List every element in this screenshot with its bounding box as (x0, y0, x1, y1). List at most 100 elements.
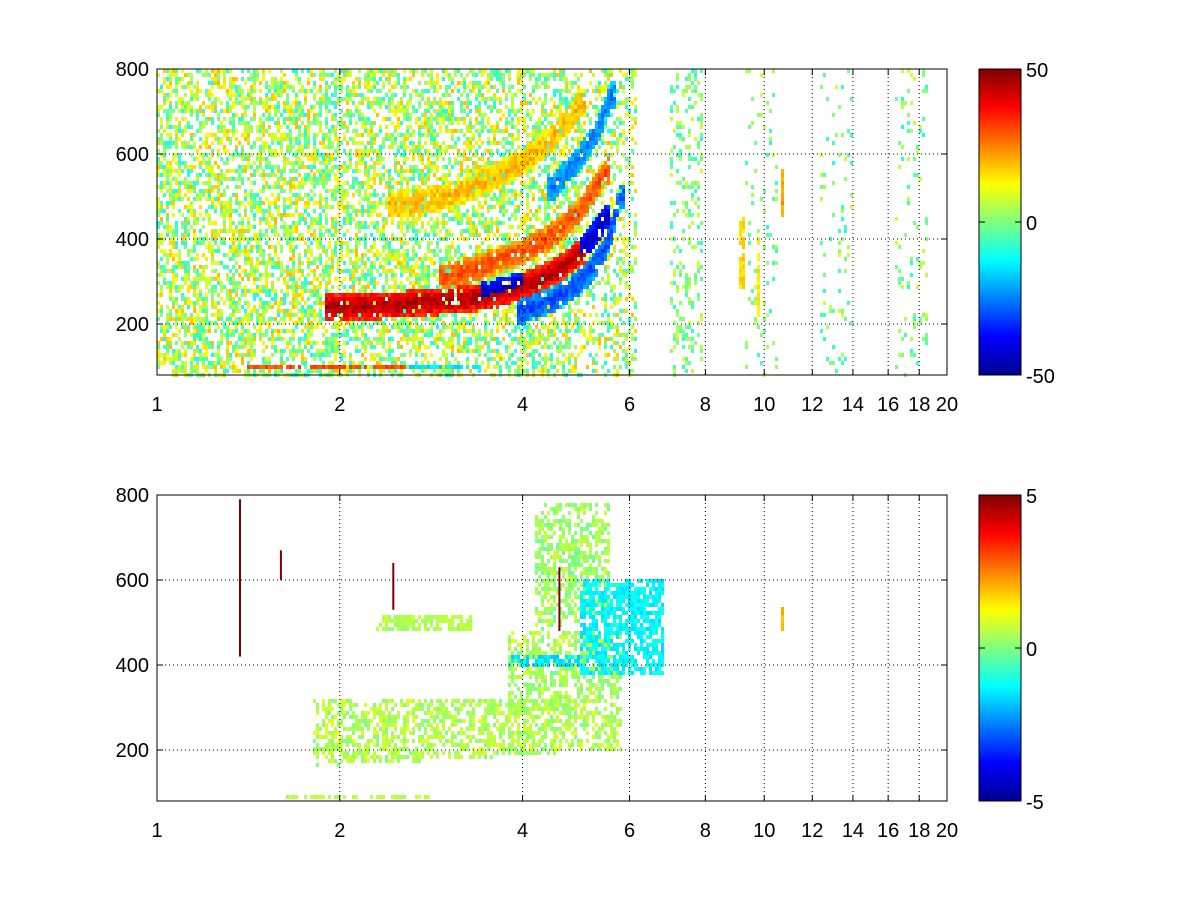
heatmap-cell (343, 205, 346, 209)
heatmap-cell (295, 141, 298, 145)
heatmap-cell (196, 129, 199, 133)
heatmap-cell (304, 141, 307, 145)
heatmap-cell (193, 233, 196, 237)
heatmap-cell (361, 209, 364, 213)
heatmap-cell (475, 165, 478, 169)
heatmap-cell (298, 237, 301, 241)
heatmap-cell (481, 285, 484, 289)
heatmap-cell (478, 129, 481, 133)
heatmap-cell (247, 289, 250, 293)
heatmap-cell (241, 353, 244, 357)
heatmap-cell (259, 277, 262, 281)
heatmap-cell (238, 281, 241, 285)
heatmap-cell (403, 109, 406, 113)
heatmap-cell (370, 357, 373, 361)
heatmap-cell (442, 337, 445, 341)
heatmap-cell (355, 301, 358, 305)
heatmap-cell (388, 353, 391, 357)
heatmap-cell (445, 357, 448, 361)
heatmap-cell (226, 205, 229, 209)
heatmap-cell (379, 173, 382, 177)
heatmap-cell (421, 121, 424, 125)
heatmap-cell (247, 129, 250, 133)
heatmap-cell (409, 313, 412, 317)
heatmap-cell (388, 89, 391, 93)
heatmap-cell (274, 337, 277, 341)
heatmap-cell (238, 345, 241, 349)
heatmap-cell (259, 289, 262, 293)
heatmap-cell (430, 209, 433, 213)
heatmap-cell (310, 333, 313, 337)
heatmap-cell (319, 85, 322, 89)
heatmap-cell (283, 81, 286, 85)
heatmap-cell (394, 109, 397, 113)
heatmap-cell (433, 317, 436, 321)
heatmap-cell (265, 141, 268, 145)
heatmap-cell (211, 133, 214, 137)
heatmap-cell (448, 257, 451, 261)
heatmap-cell (307, 297, 310, 301)
heatmap-cell (421, 337, 424, 341)
heatmap-cell (280, 309, 283, 313)
heatmap-cell (166, 125, 169, 129)
heatmap-cell (286, 265, 289, 269)
heatmap-cell (334, 325, 337, 329)
heatmap-cell (160, 241, 163, 245)
heatmap-cell (364, 221, 367, 225)
heatmap-cell (289, 285, 292, 289)
heatmap-cell (364, 261, 367, 265)
heatmap-cell (412, 341, 415, 345)
heatmap-cell (301, 321, 304, 325)
heatmap-cell (283, 293, 286, 297)
heatmap-cell (484, 189, 487, 193)
heatmap-cell (418, 93, 421, 97)
heatmap-cell (214, 353, 217, 357)
heatmap-cell (331, 297, 334, 301)
heatmap-cell (184, 93, 187, 97)
heatmap-cell (226, 169, 229, 173)
heatmap-cell (433, 253, 436, 257)
heatmap-cell (202, 345, 205, 349)
heatmap-cell (274, 165, 277, 169)
heatmap-cell (205, 173, 208, 177)
heatmap-cell (469, 281, 472, 285)
heatmap-cell (325, 269, 328, 273)
heatmap-cell (412, 197, 415, 201)
heatmap-cell (301, 165, 304, 169)
heatmap-cell (478, 365, 481, 369)
heatmap-cell (466, 93, 469, 97)
heatmap-cell (235, 285, 238, 289)
heatmap-cell (349, 185, 352, 189)
heatmap-cell (232, 113, 235, 117)
heatmap-cell (364, 333, 367, 337)
heatmap-cell (478, 233, 481, 237)
heatmap-cell (181, 117, 184, 121)
heatmap-cell (265, 165, 268, 169)
heatmap-cell (478, 109, 481, 113)
heatmap-cell (253, 169, 256, 173)
heatmap-cell (172, 233, 175, 237)
heatmap-cell (397, 285, 400, 289)
heatmap-cell (319, 193, 322, 197)
heatmap-cell (202, 101, 205, 105)
heatmap-cell (163, 209, 166, 213)
heatmap-cell (334, 193, 337, 197)
heatmap-cell (283, 361, 286, 365)
heatmap-cell (163, 97, 166, 101)
heatmap-cell (457, 209, 460, 213)
heatmap-cell (169, 161, 172, 165)
heatmap-cell (268, 245, 271, 249)
heatmap-cell (274, 105, 277, 109)
heatmap-cell (379, 145, 382, 149)
heatmap-cell (223, 189, 226, 193)
heatmap-cell (409, 349, 412, 353)
heatmap-cell (256, 201, 259, 205)
heatmap-cell (463, 85, 466, 89)
heatmap-cell (199, 109, 202, 113)
heatmap-cell (349, 109, 352, 113)
heatmap-cell (160, 205, 163, 209)
heatmap-cell (391, 109, 394, 113)
heatmap-cell (325, 169, 328, 173)
heatmap-cell (439, 97, 442, 101)
heatmap-cell (313, 201, 316, 205)
